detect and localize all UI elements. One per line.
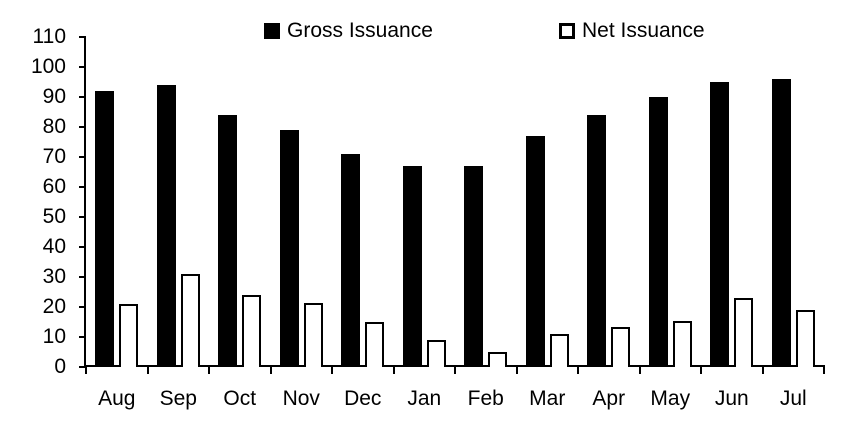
gross-bar-may <box>648 97 668 367</box>
net-bar-aug <box>119 304 138 367</box>
y-axis-tick <box>79 366 86 368</box>
net-bar-sep <box>180 274 200 367</box>
x-axis-tick <box>269 365 272 374</box>
x-axis-label-nov: Nov <box>282 387 320 410</box>
net-bar-may <box>672 320 692 367</box>
y-axis-tick-label: 60 <box>42 175 66 198</box>
y-axis-tick-label: 70 <box>42 145 66 168</box>
x-axis-tick <box>146 365 149 374</box>
y-axis-tick-label: 30 <box>42 265 66 288</box>
y-axis-tick-label: 0 <box>54 355 66 378</box>
y-axis-tick-label: 10 <box>42 325 66 348</box>
y-axis-tick <box>79 306 86 308</box>
gross-bar-apr <box>587 115 606 367</box>
net-bar-jul <box>795 310 815 367</box>
gross-bar-mar <box>525 136 545 367</box>
net-bar-dec <box>365 322 384 367</box>
gross-bar-jun <box>710 82 729 367</box>
legend-item-net: Net Issuance <box>559 19 705 43</box>
gross-bar-nov <box>279 130 299 367</box>
y-axis-tick <box>79 126 86 128</box>
net-bar-oct <box>242 295 261 367</box>
x-axis-label-mar: Mar <box>529 387 566 410</box>
y-axis-tick-label: 40 <box>42 235 66 258</box>
x-axis-tick <box>208 365 210 374</box>
gross-bar-aug <box>95 91 114 367</box>
net-bar-mar <box>549 334 569 367</box>
x-axis-label-aug: Aug <box>98 387 136 410</box>
legend-item-gross: Gross Issuance <box>264 19 433 43</box>
y-axis-tick-label: 20 <box>42 295 66 318</box>
x-axis-label-dec: Dec <box>344 387 382 410</box>
x-axis-tick <box>85 365 87 374</box>
x-axis-label-sep: Sep <box>159 387 197 410</box>
y-axis-tick-label: 110 <box>32 25 66 48</box>
y-axis-tick <box>79 276 86 278</box>
y-axis-tick <box>79 156 86 158</box>
net-bar-apr <box>611 326 630 367</box>
y-axis-tick <box>79 336 86 338</box>
gross-bar-jan <box>402 166 422 367</box>
net-bar-nov <box>303 302 323 367</box>
y-axis-tick <box>79 216 86 218</box>
x-axis-tick <box>700 365 702 374</box>
y-axis-tick <box>79 66 86 68</box>
x-axis-tick <box>392 365 395 374</box>
y-axis-tick <box>79 36 86 38</box>
y-axis-tick-label: 100 <box>30 55 66 78</box>
y-axis-tick <box>79 96 86 98</box>
x-axis-tick <box>454 365 456 374</box>
gross-bar-sep <box>156 85 176 367</box>
gross-swatch-icon <box>264 23 280 39</box>
x-axis-tick <box>638 365 641 374</box>
net-bar-feb <box>488 352 507 367</box>
x-axis-tick <box>577 365 579 374</box>
y-axis-tick <box>79 246 86 248</box>
legend-label-net: Net Issuance <box>582 19 705 42</box>
gross-bar-jul <box>771 79 791 367</box>
gross-bar-oct <box>218 115 237 367</box>
y-axis-tick-label: 80 <box>42 115 66 138</box>
y-axis-tick-label: 90 <box>42 85 66 108</box>
legend-label-gross: Gross Issuance <box>287 19 433 42</box>
gross-bar-feb <box>464 166 483 367</box>
net-swatch-icon <box>559 23 575 39</box>
x-axis-label-jul: Jul <box>779 387 807 410</box>
x-axis-label-feb: Feb <box>467 387 504 410</box>
y-axis-tick-label: 50 <box>42 205 66 228</box>
x-axis-tick <box>515 365 518 374</box>
x-axis-label-apr: Apr <box>592 387 626 410</box>
x-axis-label-jan: Jan <box>407 387 442 410</box>
gross-bar-dec <box>341 154 360 367</box>
x-axis-label-jun: Jun <box>714 387 749 410</box>
x-axis-label-may: May <box>650 387 691 410</box>
y-axis-tick <box>79 186 86 188</box>
x-axis-tick <box>823 365 825 374</box>
net-bar-jun <box>734 298 753 367</box>
x-axis-tick <box>761 365 764 374</box>
net-bar-jan <box>426 340 446 367</box>
x-axis-label-oct: Oct <box>223 387 257 410</box>
x-axis-tick <box>331 365 333 374</box>
